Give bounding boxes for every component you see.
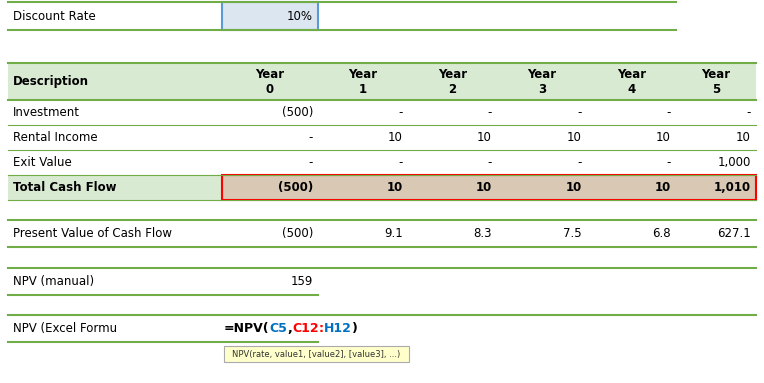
Text: 8.3: 8.3 bbox=[474, 227, 492, 240]
Text: 1,000: 1,000 bbox=[717, 156, 751, 169]
Text: =NPV(: =NPV( bbox=[224, 322, 270, 335]
Text: 1: 1 bbox=[359, 83, 367, 96]
Text: -: - bbox=[309, 156, 313, 169]
Text: Year: Year bbox=[438, 68, 467, 81]
Text: 6.8: 6.8 bbox=[652, 227, 671, 240]
Text: Investment: Investment bbox=[13, 106, 80, 119]
Text: 4: 4 bbox=[627, 83, 636, 96]
Text: Description: Description bbox=[13, 75, 89, 88]
Text: C5: C5 bbox=[270, 322, 287, 335]
Text: Year: Year bbox=[348, 68, 377, 81]
Text: 10: 10 bbox=[567, 131, 582, 144]
Text: Year: Year bbox=[527, 68, 556, 81]
Text: -: - bbox=[578, 106, 582, 119]
Text: -: - bbox=[309, 131, 313, 144]
Bar bbox=[222, 2, 318, 30]
Text: 627.1: 627.1 bbox=[717, 227, 751, 240]
Text: -: - bbox=[487, 156, 492, 169]
Text: (500): (500) bbox=[282, 227, 313, 240]
Text: Year: Year bbox=[701, 68, 730, 81]
Text: 1,010: 1,010 bbox=[714, 181, 751, 194]
Text: -: - bbox=[399, 106, 403, 119]
Text: 3: 3 bbox=[538, 83, 546, 96]
Text: Rental Income: Rental Income bbox=[13, 131, 98, 144]
Text: :: : bbox=[319, 322, 324, 335]
Text: -: - bbox=[667, 106, 671, 119]
Text: NPV (Excel Formu: NPV (Excel Formu bbox=[13, 322, 117, 335]
Text: 2: 2 bbox=[448, 83, 457, 96]
Text: Year: Year bbox=[255, 68, 284, 81]
Text: 10: 10 bbox=[387, 181, 403, 194]
Text: 9.1: 9.1 bbox=[384, 227, 403, 240]
Bar bbox=[8, 63, 756, 100]
Text: Present Value of Cash Flow: Present Value of Cash Flow bbox=[13, 227, 172, 240]
Bar bbox=[222, 175, 756, 200]
Bar bbox=[224, 346, 409, 362]
Text: 10%: 10% bbox=[287, 10, 313, 23]
Text: Discount Rate: Discount Rate bbox=[13, 10, 96, 23]
Text: H12: H12 bbox=[324, 322, 351, 335]
Text: C12: C12 bbox=[293, 322, 319, 335]
Text: 159: 159 bbox=[290, 275, 313, 288]
Text: 10: 10 bbox=[736, 131, 751, 144]
Text: -: - bbox=[399, 156, 403, 169]
Text: (500): (500) bbox=[282, 106, 313, 119]
Text: Total Cash Flow: Total Cash Flow bbox=[13, 181, 116, 194]
Text: 10: 10 bbox=[566, 181, 582, 194]
Text: NPV(rate, value1, [value2], [value3], ...): NPV(rate, value1, [value2], [value3], ..… bbox=[232, 350, 400, 358]
Text: 10: 10 bbox=[476, 181, 492, 194]
Text: 7.5: 7.5 bbox=[563, 227, 582, 240]
Text: -: - bbox=[746, 106, 751, 119]
Text: -: - bbox=[487, 106, 492, 119]
Text: ,: , bbox=[287, 322, 293, 335]
Text: NPV (manual): NPV (manual) bbox=[13, 275, 94, 288]
Text: 5: 5 bbox=[712, 83, 720, 96]
Text: 10: 10 bbox=[388, 131, 403, 144]
Text: Year: Year bbox=[617, 68, 646, 81]
Text: 10: 10 bbox=[656, 131, 671, 144]
Text: -: - bbox=[578, 156, 582, 169]
Text: Exit Value: Exit Value bbox=[13, 156, 72, 169]
Text: (500): (500) bbox=[278, 181, 313, 194]
Bar bbox=[222, 175, 756, 200]
Bar bbox=[8, 175, 222, 200]
Text: 10: 10 bbox=[478, 131, 492, 144]
Text: -: - bbox=[667, 156, 671, 169]
Text: 10: 10 bbox=[655, 181, 671, 194]
Text: ): ) bbox=[351, 322, 358, 335]
Text: 0: 0 bbox=[266, 83, 274, 96]
